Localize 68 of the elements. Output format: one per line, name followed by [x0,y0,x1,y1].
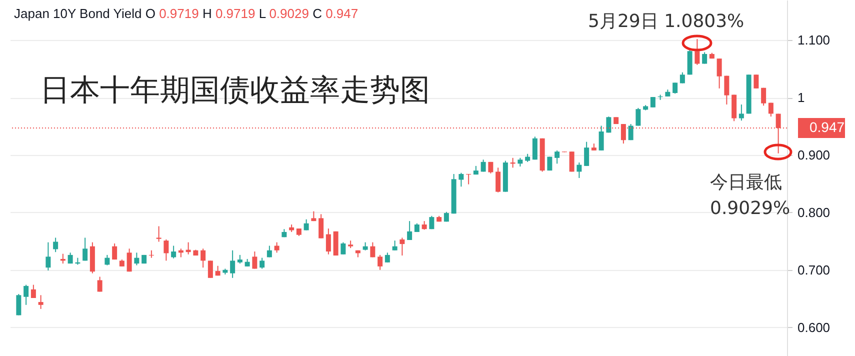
candlestick [554,150,560,164]
candlestick [200,248,206,268]
candlestick [716,58,722,89]
candlestick [532,136,538,160]
candlestick [148,250,154,258]
candlestick [252,250,258,270]
candlestick [370,242,376,258]
candlestick [97,276,102,292]
candlestick [208,260,213,278]
candlestick [134,252,140,266]
y-tick-label: 0.600 [798,320,830,335]
candlestick [378,254,383,270]
candlestick [126,248,132,272]
candlestick [761,87,766,106]
candlestick [466,173,472,185]
ref-line-label: 0.947 [809,119,845,136]
candlestick [112,242,118,260]
candlestick [680,72,685,84]
candlestick [260,257,265,270]
text: 日本十年期国债收益率走势图 [40,72,430,110]
candlestick [24,284,29,306]
candlestick [340,242,346,255]
annotation: 今日最低 0.9029% [710,172,790,219]
candlestick [392,240,398,251]
candlestick [407,220,412,241]
y-tick-label: 1 [798,90,805,106]
candlestick [694,38,700,66]
candlestick [104,254,110,266]
candlestick [304,218,309,231]
candlestick [650,96,656,108]
annotation: 5月29日 1.0803% [588,11,744,32]
candlestick [636,107,641,126]
candlestick [732,94,737,122]
candlestick [326,228,331,255]
candlestick [429,215,434,230]
candlestick [606,116,612,134]
candlestick [30,284,36,299]
candlestick [400,237,405,256]
y-tick-label: 0.700 [798,262,830,278]
candlestick [480,159,486,172]
candlestick [576,162,582,178]
candlestick [318,214,324,239]
candlestick [164,238,169,262]
candlestick [768,102,774,118]
candlestick [658,94,663,100]
candlestick [156,226,162,242]
candlestick [82,237,88,262]
y-tick-label: 1.100 [798,32,830,48]
candlestick [458,172,464,188]
candlestick [274,242,280,254]
y-tick-label: 0.900 [798,148,830,163]
candlestick [569,151,574,172]
candlestick [754,74,759,89]
y-tick-label: 0.800 [798,204,830,220]
candlestick [672,82,678,94]
candlestick [16,293,22,316]
candlestick [598,125,604,151]
candlestick [738,104,744,122]
candlestick [496,167,501,193]
candlestick [230,250,236,278]
candlestick [38,294,44,310]
candlestick [171,245,176,259]
candlestick [384,252,390,263]
candlestick [724,75,730,106]
candlestick [46,242,51,271]
text: Japan 10Y Bond Yield O 0.9719 H 0.9719 L 0.9029 C 0.947 [14,6,358,21]
candlestick [53,237,58,253]
candlestick [584,141,590,166]
